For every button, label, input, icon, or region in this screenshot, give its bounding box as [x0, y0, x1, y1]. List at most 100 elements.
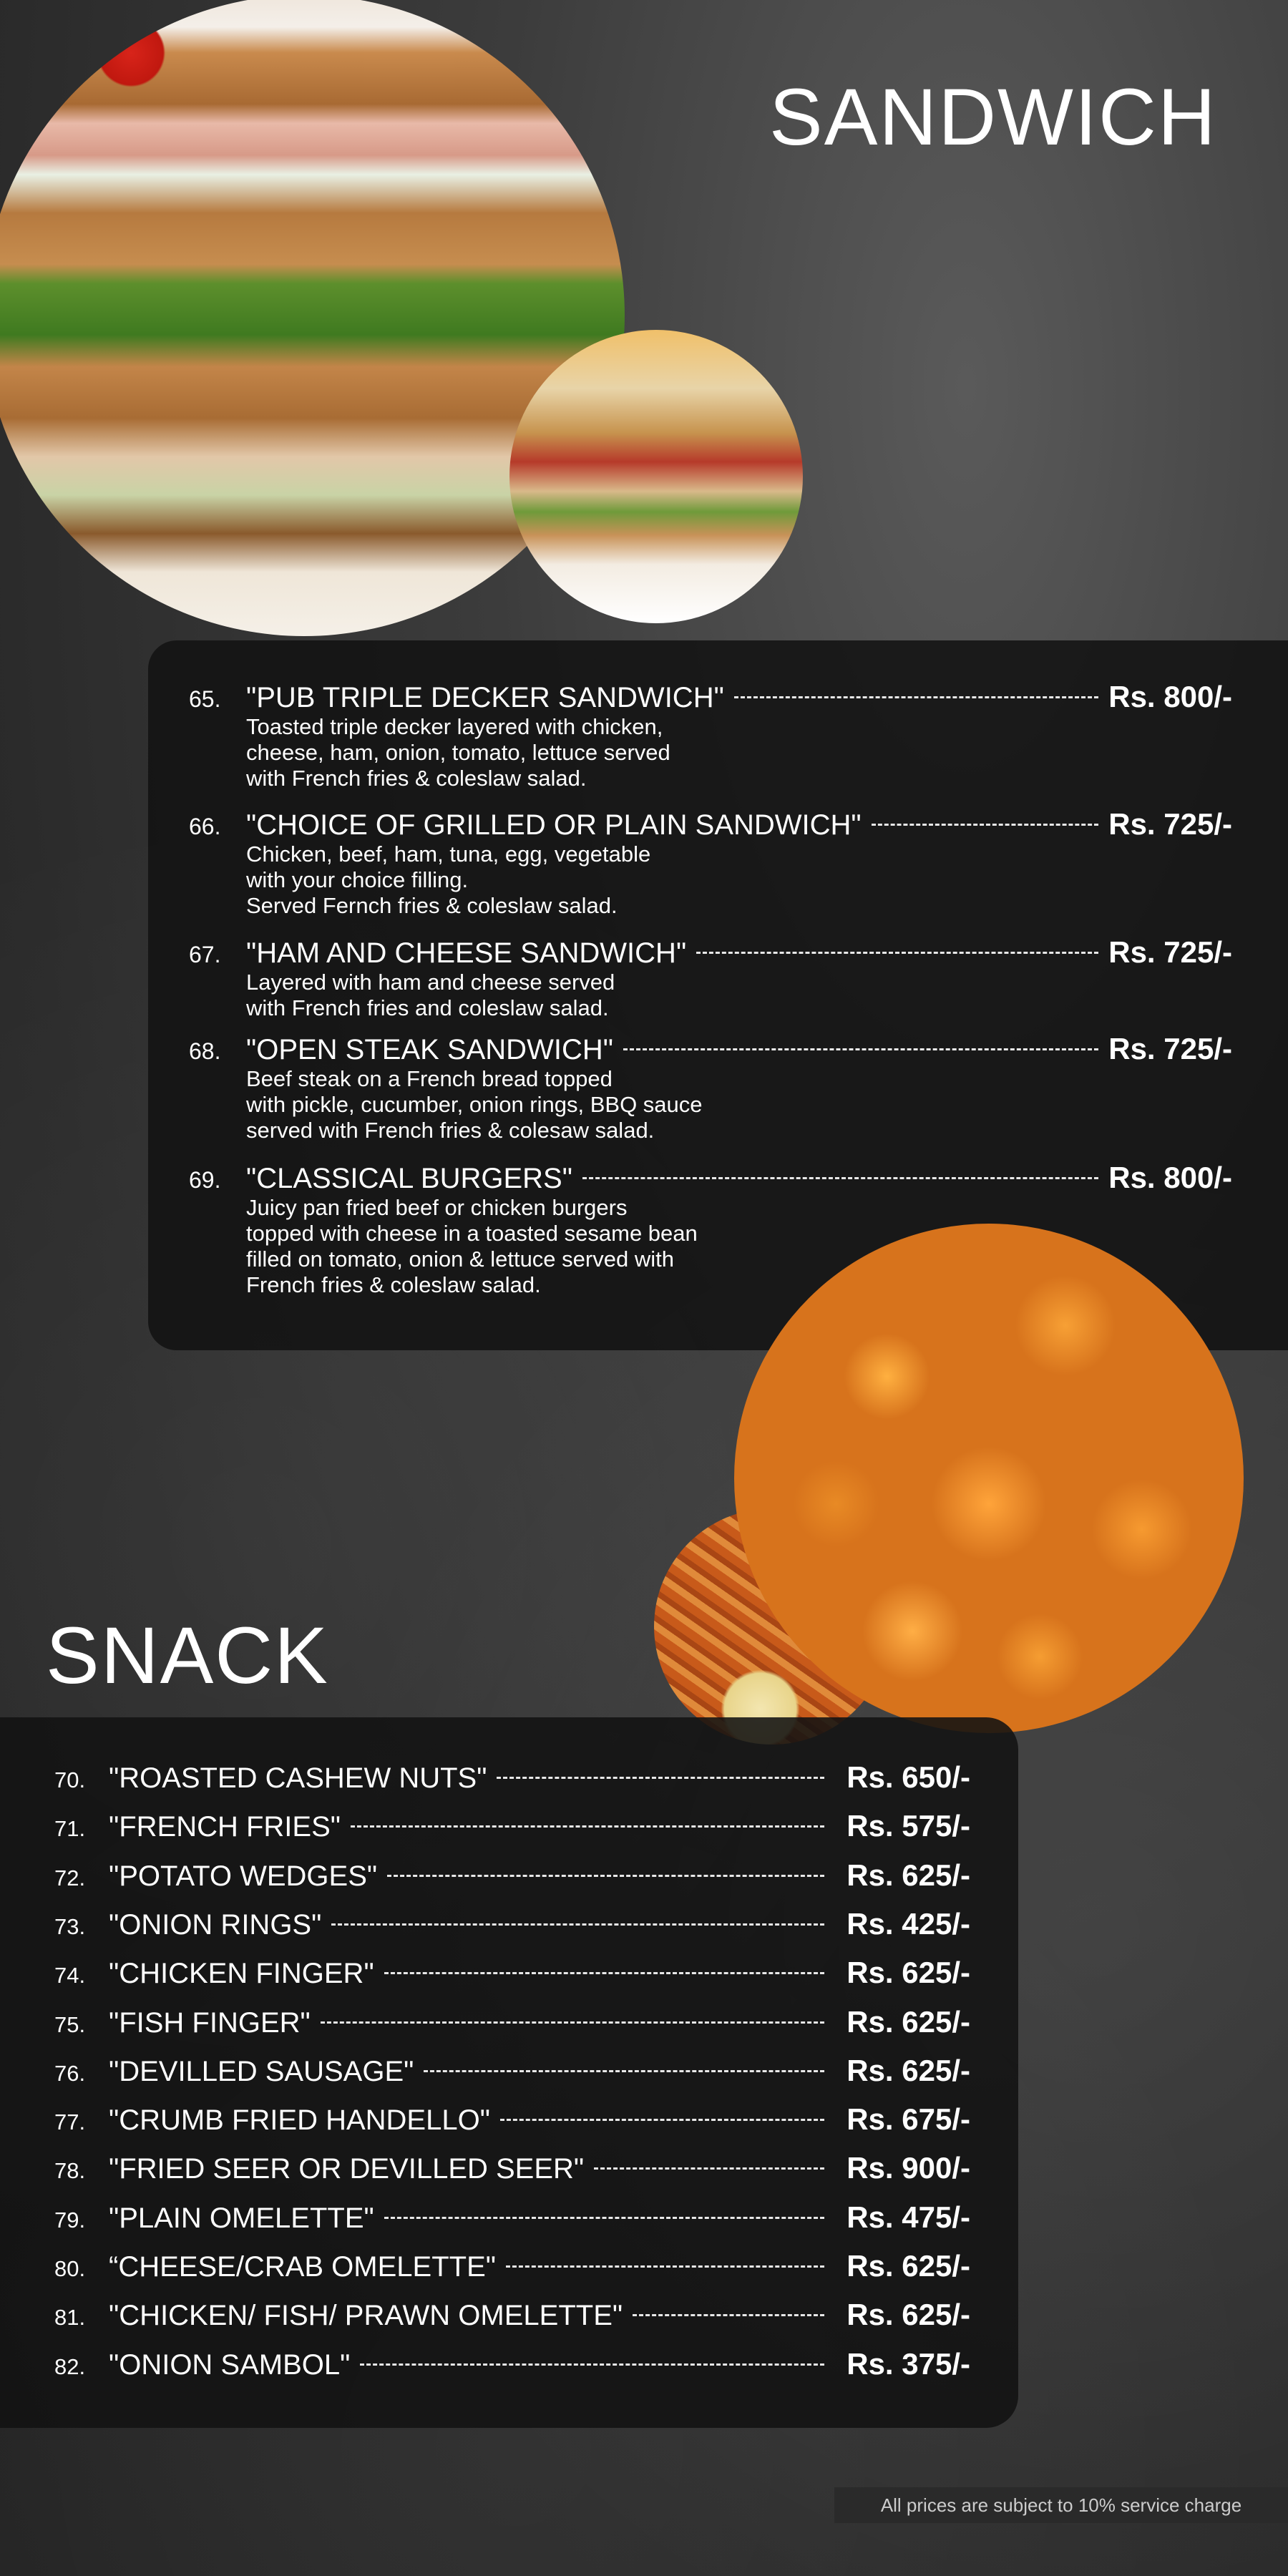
- item-number: 78.: [54, 2158, 86, 2184]
- snack-item: 73. "ONION RINGS" Rs. 425/-: [54, 1907, 970, 1941]
- snack-item: 79. "PLAIN OMELETTE" Rs. 475/-: [54, 2200, 970, 2235]
- snack-item: 75. "FISH FINGER" Rs. 625/-: [54, 2005, 970, 2039]
- snack-item: 76. "DEVILLED SAUSAGE" Rs. 625/-: [54, 2054, 970, 2088]
- item-number: 79.: [54, 2207, 86, 2233]
- item-name: "CHICKEN/ FISH/ PRAWN OMELETTE": [109, 2300, 623, 2332]
- dash-leader: [424, 2069, 824, 2072]
- snack-title: SNACK: [46, 1611, 329, 1700]
- item-name: "CRUMB FRIED HANDELLO": [109, 2104, 490, 2137]
- item-price: Rs. 900/-: [847, 2151, 970, 2185]
- item-name: "ROASTED CASHEW NUTS": [109, 1762, 487, 1794]
- item-price: Rs. 725/-: [1108, 1032, 1232, 1065]
- item-number: 68.: [189, 1038, 221, 1064]
- item-number: 82.: [54, 2353, 86, 2379]
- snack-item: 70. "ROASTED CASHEW NUTS" Rs. 650/-: [54, 1760, 970, 1795]
- dash-leader: [320, 2021, 824, 2024]
- item-name: "HAM AND CHEESE SANDWICH": [246, 937, 687, 969]
- item-name: "FRIED SEER OR DEVILLED SEER": [109, 2153, 585, 2185]
- item-name: "CHOICE OF GRILLED OR PLAIN SANDWICH": [246, 809, 862, 841]
- menu-item: 69. "CLASSICAL BURGERS" Rs. 800/- Juicy pa…: [189, 1161, 1232, 1298]
- item-number: 75.: [54, 2011, 86, 2037]
- item-price: Rs. 625/-: [847, 2053, 970, 2087]
- menu-item: 66. "CHOICE OF GRILLED OR PLAIN SANDWICH"…: [189, 807, 1232, 919]
- item-price: Rs. 675/-: [847, 2102, 970, 2137]
- item-number: 72.: [54, 1865, 86, 1890]
- item-price: Rs. 625/-: [847, 2249, 970, 2283]
- item-name: "FISH FINGER": [109, 2006, 311, 2039]
- cheese-popcorn-photo: [734, 1224, 1244, 1733]
- item-name: "CHICKEN FINGER": [109, 1958, 374, 1990]
- item-price: Rs. 625/-: [847, 2298, 970, 2332]
- item-price: Rs. 650/-: [847, 1760, 970, 1794]
- snack-item: 77. "CRUMB FRIED HANDELLO" Rs. 675/-: [54, 2102, 970, 2137]
- item-price: Rs. 800/-: [1108, 680, 1232, 713]
- item-description: Beef steak on a French bread topped with…: [246, 1066, 703, 1143]
- item-number: 66.: [189, 814, 221, 839]
- item-price: Rs. 725/-: [1108, 807, 1232, 841]
- dash-leader: [387, 1874, 824, 1877]
- item-number: 73.: [54, 1913, 86, 1939]
- item-description: Layered with ham and cheese served with …: [246, 970, 615, 1020]
- item-number: 71.: [54, 1816, 86, 1842]
- dash-leader: [499, 2119, 824, 2122]
- dash-leader: [623, 1048, 1099, 1050]
- item-price: Rs. 375/-: [847, 2346, 970, 2381]
- dash-leader: [497, 1777, 824, 1779]
- item-price: Rs. 725/-: [1108, 935, 1232, 969]
- item-name: "FRENCH FRIES": [109, 1811, 341, 1843]
- item-number: 80.: [54, 2256, 86, 2281]
- item-name: "ONION SAMBOL": [109, 2348, 351, 2381]
- item-name: "DEVILLED SAUSAGE": [109, 2055, 414, 2087]
- dash-leader: [582, 1177, 1099, 1179]
- dash-leader: [505, 2265, 824, 2268]
- club-sandwich-photo: [509, 330, 803, 623]
- menu-item: 65. "PUB TRIPLE DECKER SANDWICH" Rs. 800/-…: [189, 680, 1232, 791]
- dash-leader: [871, 824, 1099, 826]
- item-price: Rs. 575/-: [847, 1809, 970, 1843]
- item-name: “CHEESE/CRAB OMELETTE": [109, 2251, 496, 2283]
- snack-item: 72. "POTATO WEDGES" Rs. 625/-: [54, 1858, 970, 1893]
- service-charge-note: All prices are subject to 10% service ch…: [834, 2487, 1288, 2523]
- menu-item: 68. "OPEN STEAK SANDWICH" Rs. 725/- Beef s…: [189, 1032, 1232, 1143]
- snack-item: 81. "CHICKEN/ FISH/ PRAWN OMELETTE" Rs. 62…: [54, 2298, 970, 2332]
- snack-item: 71. "FRENCH FRIES" Rs. 575/-: [54, 1809, 970, 1843]
- dash-leader: [331, 1923, 824, 1926]
- item-number: 77.: [54, 2109, 86, 2135]
- item-number: 65.: [189, 686, 221, 712]
- menu-item: 67. "HAM AND CHEESE SANDWICH" Rs. 725/- La…: [189, 935, 1232, 1021]
- item-description: Juicy pan fried beef or chicken burgers …: [246, 1195, 698, 1297]
- item-name: "OPEN STEAK SANDWICH": [246, 1034, 613, 1065]
- item-number: 69.: [189, 1167, 221, 1193]
- dash-leader: [733, 696, 1099, 698]
- snack-item: 80. “CHEESE/CRAB OMELETTE" Rs. 625/-: [54, 2249, 970, 2283]
- dash-leader: [633, 2314, 824, 2317]
- item-price: Rs. 625/-: [847, 2004, 970, 2039]
- item-name: "PUB TRIPLE DECKER SANDWICH": [246, 682, 724, 713]
- dash-leader: [350, 1825, 824, 1828]
- snack-item: 82. "ONION SAMBOL" Rs. 375/-: [54, 2347, 970, 2381]
- snack-item: 74. "CHICKEN FINGER" Rs. 625/-: [54, 1956, 970, 1990]
- dash-leader: [360, 2363, 824, 2366]
- item-number: 67.: [189, 942, 221, 967]
- item-number: 76.: [54, 2060, 86, 2086]
- item-price: Rs. 425/-: [847, 1906, 970, 1941]
- dash-leader: [384, 2216, 824, 2219]
- item-description: Chicken, beef, ham, tuna, egg, vegetable…: [246, 841, 651, 918]
- item-number: 81.: [54, 2305, 86, 2331]
- item-number: 74.: [54, 1963, 86, 1989]
- sandwich-menu-panel: [148, 640, 1288, 1350]
- dash-leader: [384, 1972, 824, 1975]
- item-price: Rs. 475/-: [847, 2200, 970, 2234]
- item-price: Rs. 625/-: [847, 1956, 970, 1990]
- snack-item: 78. "FRIED SEER OR DEVILLED SEER" Rs. 900/…: [54, 2151, 970, 2185]
- item-description: Toasted triple decker layered with chick…: [246, 714, 670, 791]
- item-name: "POTATO WEDGES": [109, 1860, 378, 1892]
- item-price: Rs. 625/-: [847, 1858, 970, 1892]
- item-name: "CLASSICAL BURGERS": [246, 1163, 572, 1194]
- snack-menu-panel: [0, 1717, 1018, 2428]
- sandwich-title: SANDWICH: [769, 72, 1217, 162]
- item-price: Rs. 800/-: [1108, 1161, 1232, 1194]
- dash-leader: [696, 952, 1099, 954]
- item-name: "ONION RINGS": [109, 1908, 322, 1941]
- dash-leader: [594, 2167, 824, 2170]
